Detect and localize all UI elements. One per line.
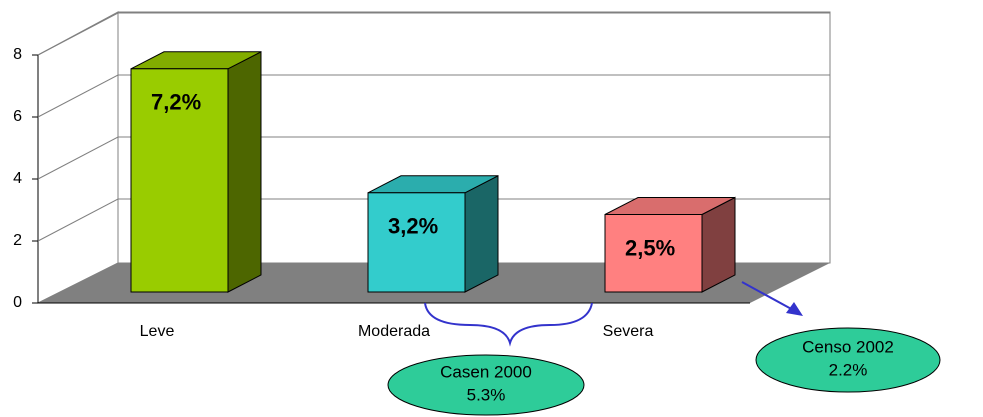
annotation-title: Censo 2002 bbox=[802, 337, 894, 356]
bar-side bbox=[227, 50, 262, 293]
y-tick-label: 2 bbox=[13, 232, 22, 249]
y-tick-label: 4 bbox=[13, 170, 22, 187]
plot: 0 2 4 6 8 Leve 7,2% Moderada 3,2% Severa 2,5% bbox=[13, 12, 830, 340]
annotation-title: Casen 2000 bbox=[440, 362, 532, 381]
grid-line bbox=[37, 198, 830, 242]
annotation-text: 5.3% bbox=[467, 385, 506, 404]
y-tick-label: 6 bbox=[13, 108, 22, 125]
arrow-line bbox=[741, 281, 796, 312]
value-label: 7,2% bbox=[151, 90, 201, 115]
annotation-ellipse bbox=[755, 327, 941, 393]
arrow-head bbox=[786, 302, 803, 316]
bar-side bbox=[464, 174, 499, 293]
y-tick-label: 8 bbox=[13, 46, 22, 63]
x-tick-label: Severa bbox=[603, 323, 654, 340]
annotation-text: 2.2% bbox=[829, 360, 868, 379]
y-tick-label: 0 bbox=[13, 294, 22, 311]
grid-line bbox=[37, 12, 830, 56]
grid-line bbox=[37, 74, 830, 118]
brace bbox=[424, 302, 593, 347]
bar bbox=[130, 68, 229, 293]
value-label: 2,5% bbox=[625, 235, 675, 260]
value-label: 3,2% bbox=[388, 214, 438, 239]
bar bbox=[367, 192, 466, 293]
bar bbox=[604, 214, 703, 293]
annotation-ellipse bbox=[387, 354, 585, 416]
grid-line bbox=[37, 136, 830, 180]
x-tick-label: Moderada bbox=[358, 323, 430, 340]
x-tick-label: Leve bbox=[140, 323, 175, 340]
